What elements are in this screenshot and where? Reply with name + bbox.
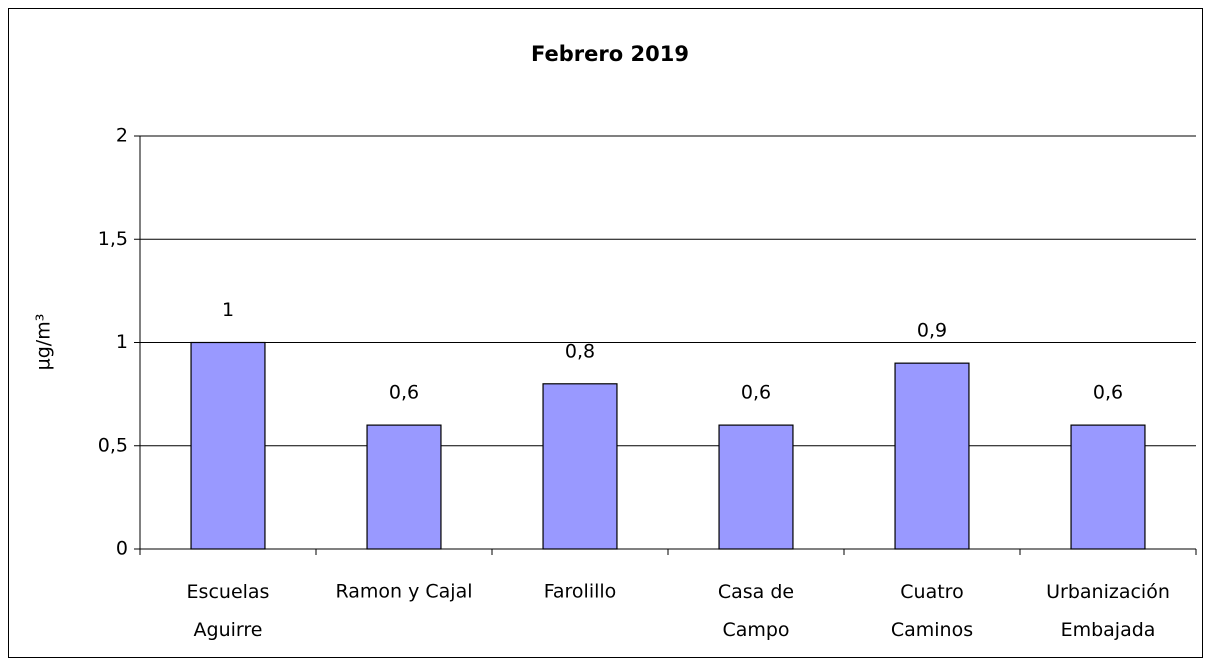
value-label: 0,6	[389, 382, 419, 404]
y-tick-label: 2	[116, 125, 128, 147]
y-tick-label: 0,5	[98, 434, 128, 456]
chart-title: Febrero 2019	[531, 42, 689, 66]
value-label: 0,6	[1093, 382, 1123, 404]
x-tick-label: Urbanización Embajada	[1046, 581, 1170, 641]
value-label: 0,8	[565, 340, 595, 362]
bar	[542, 383, 618, 550]
x-tick-label: Farolillo	[544, 581, 617, 603]
y-tick-label: 1,5	[98, 228, 128, 250]
chart-border	[8, 8, 1203, 658]
x-tick-label: Ramon y Cajal	[335, 581, 472, 603]
y-axis-label: µg/m³	[33, 314, 55, 371]
bar	[366, 424, 442, 550]
bar	[894, 362, 970, 550]
y-tick-label: 1	[116, 331, 128, 353]
bar	[718, 424, 794, 550]
y-tick-label: 0	[116, 538, 128, 560]
x-tick-label: Escuelas Aguirre	[187, 581, 270, 641]
bar	[190, 341, 266, 550]
x-tick-label: Casa de Campo	[718, 581, 794, 641]
value-label: 1	[222, 299, 234, 321]
value-label: 0,9	[917, 320, 947, 342]
x-tick-label: Cuatro Caminos	[891, 581, 973, 641]
bar	[1070, 424, 1146, 550]
value-label: 0,6	[741, 382, 771, 404]
